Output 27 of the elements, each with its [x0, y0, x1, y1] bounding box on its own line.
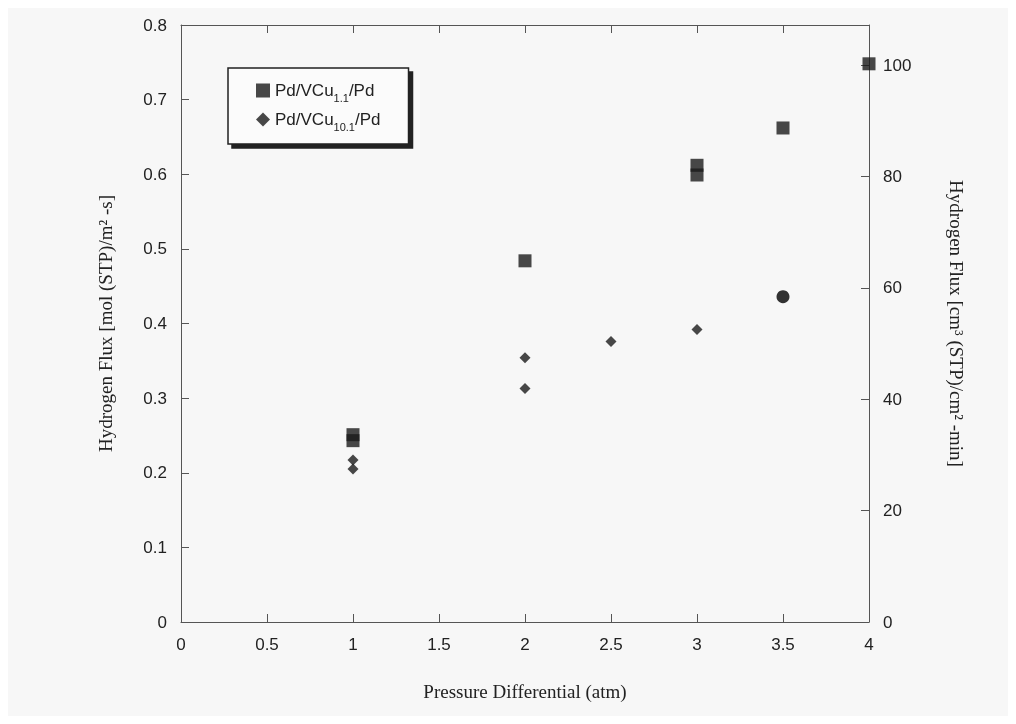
x-tick-label: 0.5: [255, 635, 279, 654]
y2-tick-label: 60: [883, 278, 902, 298]
y-tick-label: 0.5: [143, 239, 167, 259]
y2-tick-label: 100: [883, 55, 912, 75]
y2-tick-label: 80: [883, 166, 902, 186]
y-tick-label: 0.6: [143, 164, 167, 184]
x-tick-label: 3: [692, 635, 702, 654]
x-tick-label: 3.5: [771, 635, 795, 654]
y2-tick-label: 0: [883, 612, 893, 632]
y-tick-label: 0: [157, 612, 167, 632]
y2-axis-title: Hydrogen Flux [cm³ (STP)/cm² -min]: [945, 180, 967, 467]
x-tick-label: 0: [176, 635, 186, 654]
x-tick-label: 2.5: [599, 635, 623, 654]
x-tick-label: 2: [520, 635, 530, 654]
x-axis-title: Pressure Differential (atm): [423, 681, 627, 703]
y-tick-label: 0.8: [143, 15, 167, 35]
y-tick-label: 0.3: [143, 388, 167, 408]
y2-tick-label: 20: [883, 501, 902, 521]
x-tick-label: 4: [864, 635, 874, 654]
y-tick-label: 0.1: [143, 537, 167, 557]
y-tick-label: 0.7: [143, 90, 167, 110]
y-tick-label: 0.2: [143, 463, 167, 483]
y2-tick-label: 40: [883, 389, 902, 409]
y-tick-label: 0.4: [143, 314, 167, 333]
x-tick-label: 1.5: [427, 635, 451, 654]
x-tick-label: 1: [348, 635, 358, 654]
y-axis-title: Hydrogen Flux [mol (STP)/m² -s]: [95, 195, 117, 452]
